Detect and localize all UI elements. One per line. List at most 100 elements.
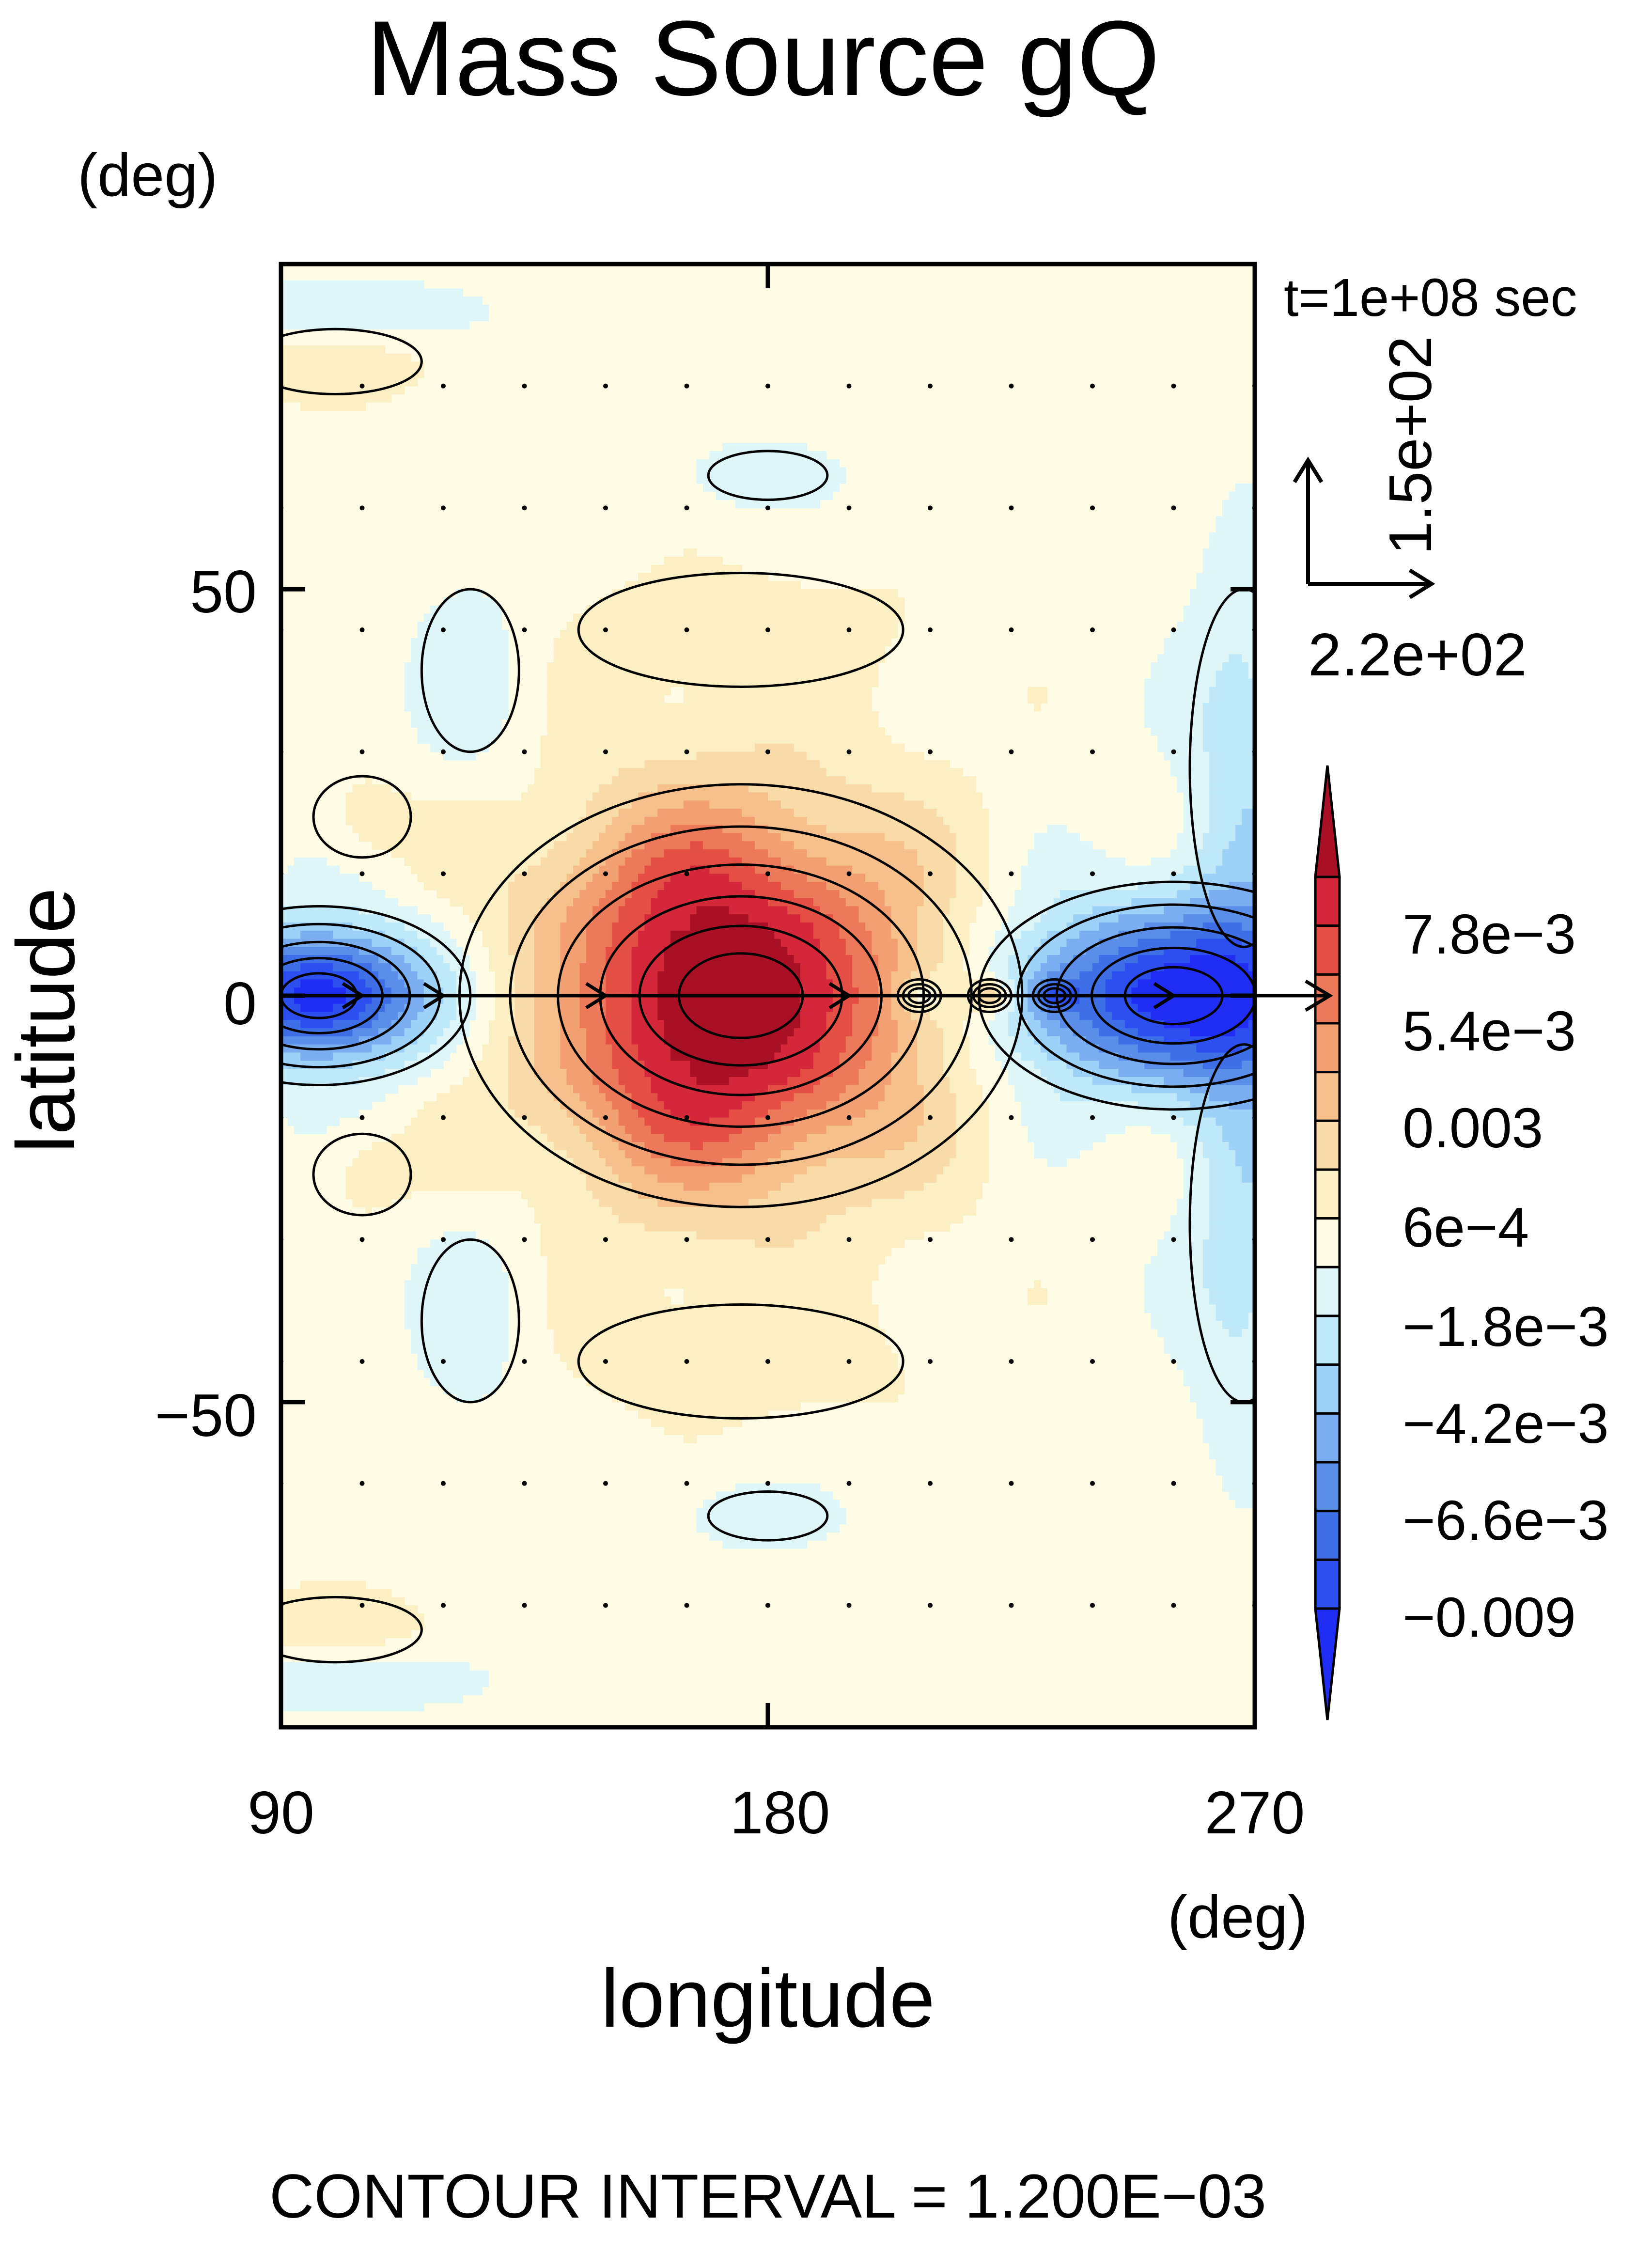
field-cell	[852, 1020, 879, 1029]
colorbar-swatch	[1314, 1217, 1341, 1268]
field-cell	[664, 955, 795, 964]
field-cell	[612, 776, 846, 785]
vector-mark	[1009, 1481, 1014, 1486]
field-cell	[917, 1061, 944, 1069]
field-cell	[807, 874, 866, 882]
vector-mark	[522, 383, 527, 389]
field-cell	[573, 898, 600, 907]
field-cell	[1242, 1174, 1255, 1183]
field-cell	[1216, 1467, 1255, 1476]
field-cell	[1177, 784, 1210, 793]
vector-mark	[1171, 1237, 1176, 1242]
field-cell	[281, 394, 392, 403]
field-cell	[956, 1117, 989, 1126]
field-cell	[950, 898, 982, 907]
vector-mark	[928, 505, 933, 511]
field-cell	[450, 1085, 509, 1094]
field-cell	[547, 1255, 885, 1265]
contour-line	[707, 450, 829, 501]
field-cell	[566, 914, 593, 923]
field-cell	[657, 987, 801, 996]
field-cell	[917, 930, 944, 939]
vector-mark	[359, 505, 365, 511]
colorbar-swatch	[1314, 1461, 1341, 1513]
field-cell	[1202, 1109, 1255, 1118]
field-cell	[534, 1207, 613, 1216]
field-cell	[644, 816, 755, 826]
reference-vector	[1293, 456, 1435, 599]
field-cell	[807, 816, 944, 826]
field-cell	[612, 1394, 898, 1403]
field-cell	[417, 622, 502, 630]
field-cell	[638, 1044, 671, 1053]
field-cell	[800, 1003, 833, 1013]
field-cell	[1047, 971, 1080, 980]
field-cell	[1151, 1126, 1197, 1135]
field-cell	[625, 833, 652, 842]
field-cell	[1229, 1491, 1255, 1501]
field-cell	[423, 1101, 509, 1110]
field-cell	[618, 1174, 658, 1183]
field-cell	[631, 996, 658, 1004]
field-cell	[820, 1044, 846, 1053]
vector-mark	[684, 627, 689, 632]
field-cell	[430, 1377, 502, 1387]
field-cell	[294, 987, 346, 996]
field-cell	[430, 605, 502, 614]
field-cell	[566, 1077, 593, 1086]
field-cell	[547, 695, 665, 704]
field-cell	[631, 1036, 665, 1045]
field-cell	[560, 922, 587, 931]
field-cell	[956, 1109, 989, 1118]
field-cell	[508, 1069, 535, 1078]
field-cell	[606, 1012, 632, 1021]
field-cell	[417, 630, 509, 639]
field-cell	[956, 890, 982, 899]
field-cell	[1235, 1150, 1255, 1159]
field-cell	[488, 1028, 515, 1037]
field-cell	[1183, 809, 1210, 817]
field-cell	[800, 1012, 827, 1021]
field-cell	[813, 922, 840, 931]
vector-mark	[359, 627, 365, 632]
field-cell	[618, 1069, 645, 1078]
field-cell	[443, 597, 496, 606]
field-cell	[417, 1012, 437, 1021]
field-cell	[404, 1061, 444, 1069]
field-cell	[579, 857, 606, 866]
field-cell	[1229, 1142, 1255, 1151]
field-cell	[917, 1052, 944, 1062]
field-cell	[599, 833, 625, 842]
field-cell	[1183, 1166, 1210, 1175]
field-cell	[281, 1101, 373, 1110]
field-cell	[436, 1003, 457, 1013]
field-cell	[696, 1077, 730, 1086]
field-cell	[300, 979, 333, 988]
field-cell	[1053, 1085, 1132, 1094]
field-cell	[683, 695, 873, 704]
field-cell	[657, 784, 749, 793]
field-cell	[1216, 865, 1255, 875]
field-cell	[541, 751, 697, 761]
field-cell	[787, 947, 820, 955]
field-cell	[1034, 1142, 1093, 1151]
vector-mark	[928, 1237, 933, 1242]
field-cell	[378, 955, 405, 964]
field-cell	[586, 1044, 613, 1053]
field-cell	[417, 1353, 509, 1362]
field-cell	[975, 987, 996, 996]
field-cell	[755, 890, 795, 899]
field-cell	[514, 1003, 535, 1013]
contour-line	[281, 1596, 423, 1664]
field-cell	[1209, 760, 1255, 769]
field-cell	[1014, 890, 1060, 899]
field-cell	[566, 906, 593, 915]
field-cell	[657, 1003, 801, 1013]
field-cell	[826, 1215, 963, 1224]
field-cell	[1177, 1199, 1210, 1208]
field-cell	[1202, 1272, 1255, 1281]
field-cell	[333, 930, 386, 939]
field-cell	[586, 1182, 632, 1191]
vector-mark	[765, 1237, 770, 1242]
field-cell	[534, 1215, 619, 1224]
